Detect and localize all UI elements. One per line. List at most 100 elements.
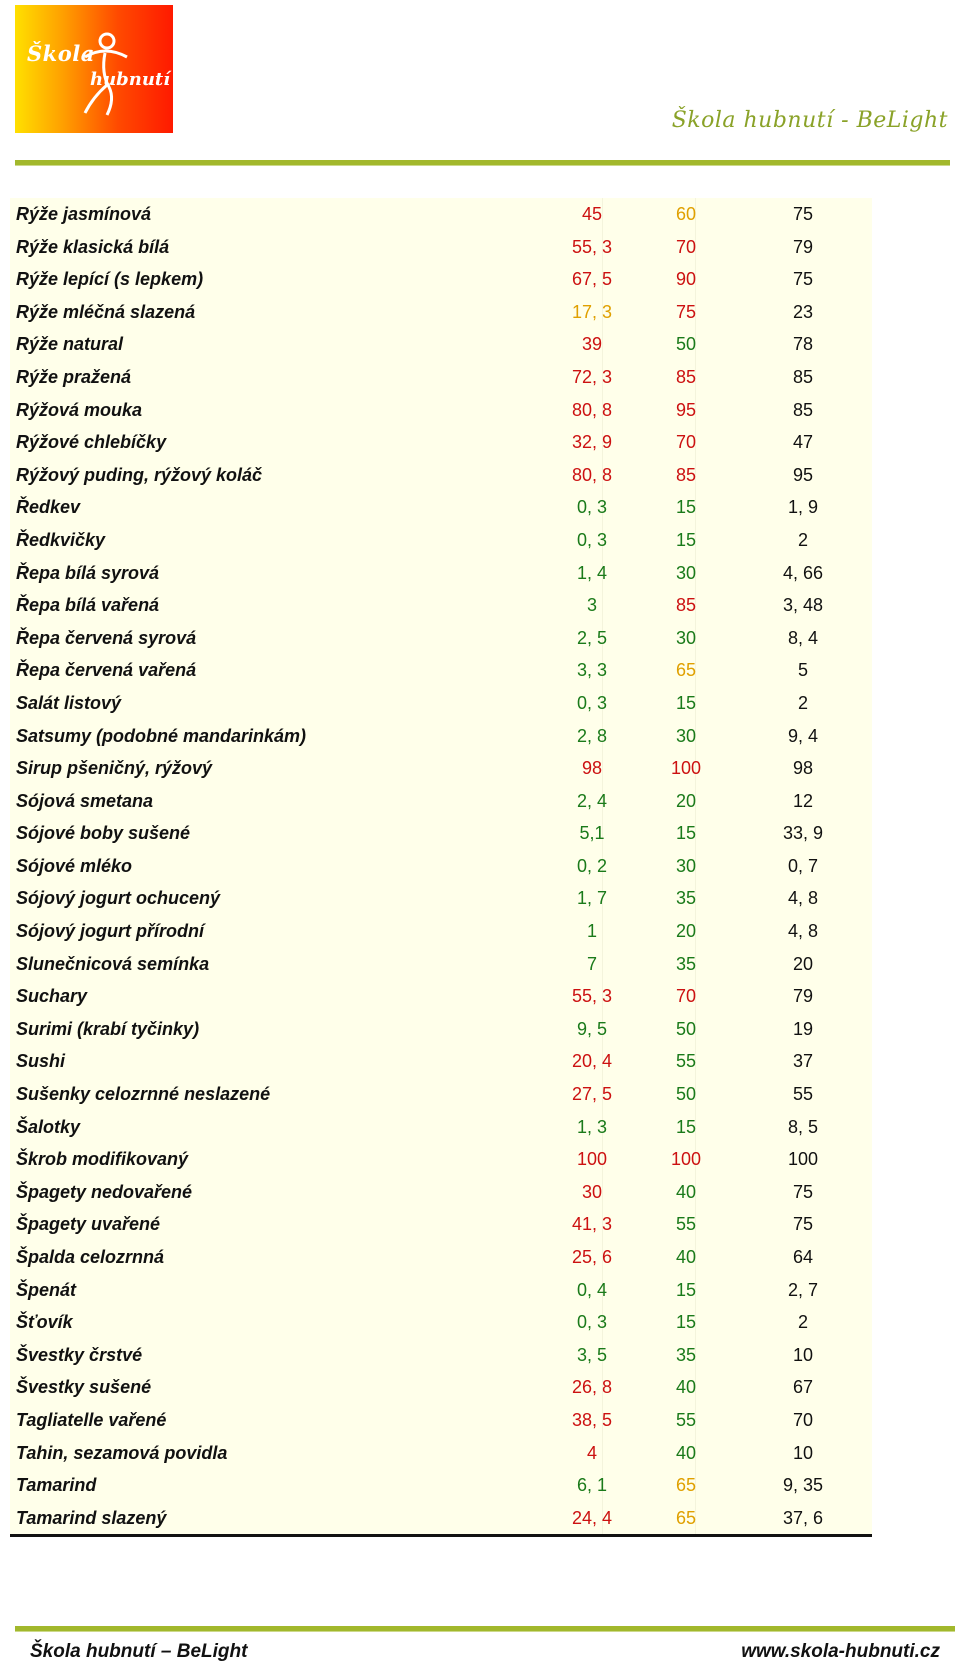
food-name: Špenát [16, 1279, 77, 1300]
table-row: Tamarind 6, 1 65 9, 35 [10, 1469, 872, 1502]
value-col1: 39 [581, 334, 603, 355]
value-col2: 50 [675, 334, 697, 355]
table-row: Rýže natural 39 50 78 [10, 328, 872, 361]
value-col2: 40 [675, 1442, 697, 1463]
food-name: Špagety nedovařené [16, 1181, 193, 1202]
table-row: Sirup pšeničný, rýžový 98 100 98 [10, 752, 872, 785]
value-col3: 78 [792, 334, 814, 355]
value-col1: 0, 3 [576, 529, 608, 550]
table-row: Sushi 20, 4 55 37 [10, 1045, 872, 1078]
food-name: Tamarind slazený [16, 1507, 167, 1528]
value-col3: 67 [792, 1377, 814, 1398]
value-col2: 75 [675, 301, 697, 322]
table-row: Řepa bílá syrová 1, 4 30 4, 66 [10, 557, 872, 590]
value-col3: 75 [792, 1181, 814, 1202]
food-name: Rýže pražená [16, 366, 132, 387]
table-row: Špagety uvařené 41, 3 55 75 [10, 1208, 872, 1241]
table-row: Satsumy (podobné mandarinkám) 2, 8 30 9, 4 [10, 720, 872, 753]
value-col2: 40 [675, 1181, 697, 1202]
value-col3: 0, 7 [787, 855, 819, 876]
value-col3: 4, 8 [787, 888, 819, 909]
food-name: Rýže lepící (s lepkem) [16, 269, 204, 290]
value-col3: 8, 4 [787, 627, 819, 648]
value-col1: 2, 5 [576, 627, 608, 648]
value-col2: 60 [675, 204, 697, 224]
table-row: Sušenky celozrnné neslazené 27, 5 50 55 [10, 1078, 872, 1111]
food-name: Satsumy (podobné mandarinkám) [16, 725, 307, 746]
food-name: Řepa červená vařená [16, 660, 197, 681]
value-col1: 24, 4 [571, 1507, 613, 1528]
table-row: Ředkev 0, 3 15 1, 9 [10, 491, 872, 524]
food-name: Sójový jogurt ochucený [16, 888, 221, 909]
value-col2: 15 [675, 497, 697, 518]
value-col2: 15 [675, 823, 697, 844]
value-col3: 47 [792, 432, 814, 453]
footer-brand: Škola hubnutí – BeLight [30, 1641, 248, 1662]
food-name: Sushi [16, 1051, 66, 1072]
value-col3: 95 [792, 464, 814, 485]
value-col2: 35 [675, 953, 697, 974]
value-col3: 10 [792, 1442, 814, 1463]
value-col2: 30 [675, 725, 697, 746]
value-col3: 70 [792, 1409, 814, 1430]
food-name: Suchary [16, 986, 88, 1007]
food-name: Špalda celozrnná [16, 1247, 165, 1267]
value-col1: 30 [581, 1181, 603, 1202]
food-name: Řepa červená syrová [16, 627, 197, 648]
food-name: Sirup pšeničný, rýžový [16, 758, 213, 779]
value-col3: 2 [797, 529, 808, 550]
food-name: Tamarind [16, 1475, 97, 1496]
table-row: Slunečnicová semínka 7 35 20 [10, 948, 872, 981]
food-name: Rýže klasická bílá [16, 236, 170, 257]
logo-text-line2: hubnutí [90, 69, 171, 90]
value-col1: 80, 8 [571, 464, 613, 485]
value-col1: 0, 2 [576, 855, 608, 876]
value-col2: 65 [675, 660, 697, 681]
value-col2: 85 [675, 595, 697, 616]
value-col2: 35 [675, 1344, 697, 1365]
value-col1: 17, 3 [571, 301, 613, 322]
value-col1: 1, 4 [576, 562, 608, 583]
column-separator [602, 198, 603, 1535]
food-name: Šťovík [16, 1312, 73, 1333]
value-col1: 5,1 [579, 823, 605, 844]
value-col3: 75 [792, 269, 814, 290]
food-name: Rýžové chlebíčky [16, 432, 167, 453]
value-col3: 1, 9 [787, 497, 819, 518]
value-col1: 41, 3 [571, 1214, 613, 1235]
table-row: Špenát 0, 4 15 2, 7 [10, 1274, 872, 1307]
food-name: Řepa bílá syrová [16, 562, 160, 583]
value-col2: 50 [675, 1084, 697, 1105]
table-row: Rýže lepící (s lepkem) 67, 5 90 75 [10, 263, 872, 296]
value-col2: 90 [675, 269, 697, 290]
table-row: Surimi (krabí tyčinky) 9, 5 50 19 [10, 1013, 872, 1046]
value-col1: 27, 5 [571, 1084, 613, 1105]
table-row: Rýžový puding, rýžový koláč 80, 8 85 95 [10, 459, 872, 492]
value-col2: 55 [675, 1214, 697, 1235]
value-col1: 32, 9 [571, 432, 613, 453]
value-col3: 9, 35 [782, 1475, 824, 1496]
table-row: Tahin, sezamová povidla 4 40 10 [10, 1437, 872, 1470]
value-col3: 64 [792, 1247, 814, 1267]
table-row: Rýže pražená 72, 3 85 85 [10, 361, 872, 394]
food-name: Sušenky celozrnné neslazené [16, 1084, 271, 1105]
table-row: Sójové boby sušené 5,1 15 33, 9 [10, 817, 872, 850]
footer-website: www.skola-hubnuti.cz [741, 1641, 940, 1662]
brand-title: Škola hubnutí - BeLight [671, 108, 948, 133]
food-name: Tagliatelle vařené [16, 1409, 167, 1430]
table-row: Rýže mléčná slazená 17, 3 75 23 [10, 296, 872, 329]
value-col2: 85 [675, 464, 697, 485]
value-col2: 15 [675, 1279, 697, 1300]
value-col1: 4 [586, 1442, 597, 1463]
value-col1: 25, 6 [571, 1247, 613, 1267]
value-col1: 1, 7 [576, 888, 608, 909]
footer-divider [15, 1626, 955, 1632]
value-col1: 2, 4 [576, 790, 608, 811]
value-col2: 85 [675, 366, 697, 387]
table-row: Rýžová mouka 80, 8 95 85 [10, 394, 872, 427]
table-row: Rýže jasmínová 45 60 75 [10, 198, 872, 231]
food-name: Ředkev [16, 497, 81, 518]
value-col2: 55 [675, 1409, 697, 1430]
value-col1: 6, 1 [576, 1475, 608, 1496]
food-name: Rýžová mouka [16, 399, 143, 420]
